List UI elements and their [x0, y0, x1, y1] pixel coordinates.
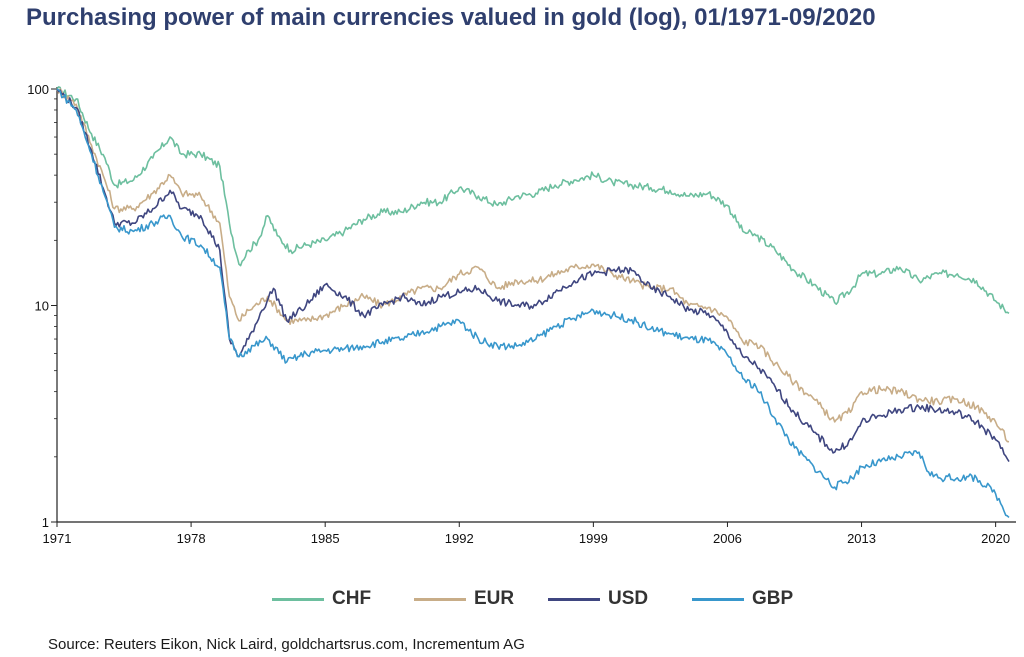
legend-swatch [548, 597, 600, 601]
legend-label: EUR [474, 588, 515, 609]
chart-title: Purchasing power of main currencies valu… [26, 4, 876, 31]
x-tick-label: 2020 [981, 531, 1010, 546]
x-tick-label: 1992 [445, 531, 474, 546]
legend-label: GBP [752, 588, 794, 609]
axes [51, 87, 1016, 527]
x-tick-label: 2013 [847, 531, 876, 546]
legend-item-gbp: GBP [692, 588, 793, 610]
legend-swatch [414, 597, 466, 601]
series-line-usd [56, 88, 1010, 463]
x-tick-label: 1978 [177, 531, 206, 546]
y-tick-label: 100 [27, 82, 49, 97]
y-tick-label: 10 [35, 299, 49, 314]
x-tick-label: 1971 [43, 531, 72, 546]
legend-swatch [692, 597, 744, 601]
series-lines [56, 86, 1010, 518]
legend-item-eur: EUR [414, 588, 514, 610]
x-tick-label: 1999 [579, 531, 608, 546]
series-line-gbp [56, 88, 1010, 518]
chart-legend: CHF EUR USD GBP [0, 588, 1024, 618]
y-tick-label: 1 [42, 515, 49, 530]
legend-label: CHF [332, 588, 372, 609]
source-note: Source: Reuters Eikon, Nick Laird, goldc… [48, 636, 525, 653]
tick-labels: 1 10 100 1971 1978 1985 1992 1999 2006 2013 2020 [27, 82, 1010, 546]
legend-label: USD [608, 588, 649, 609]
legend-swatch [272, 597, 324, 601]
legend-item-chf: CHF [272, 588, 371, 610]
x-tick-label: 1985 [311, 531, 340, 546]
x-tick-label: 2006 [713, 531, 742, 546]
series-line-eur [56, 88, 1010, 443]
legend-item-usd: USD [548, 588, 648, 610]
series-line-chf [56, 86, 1010, 314]
